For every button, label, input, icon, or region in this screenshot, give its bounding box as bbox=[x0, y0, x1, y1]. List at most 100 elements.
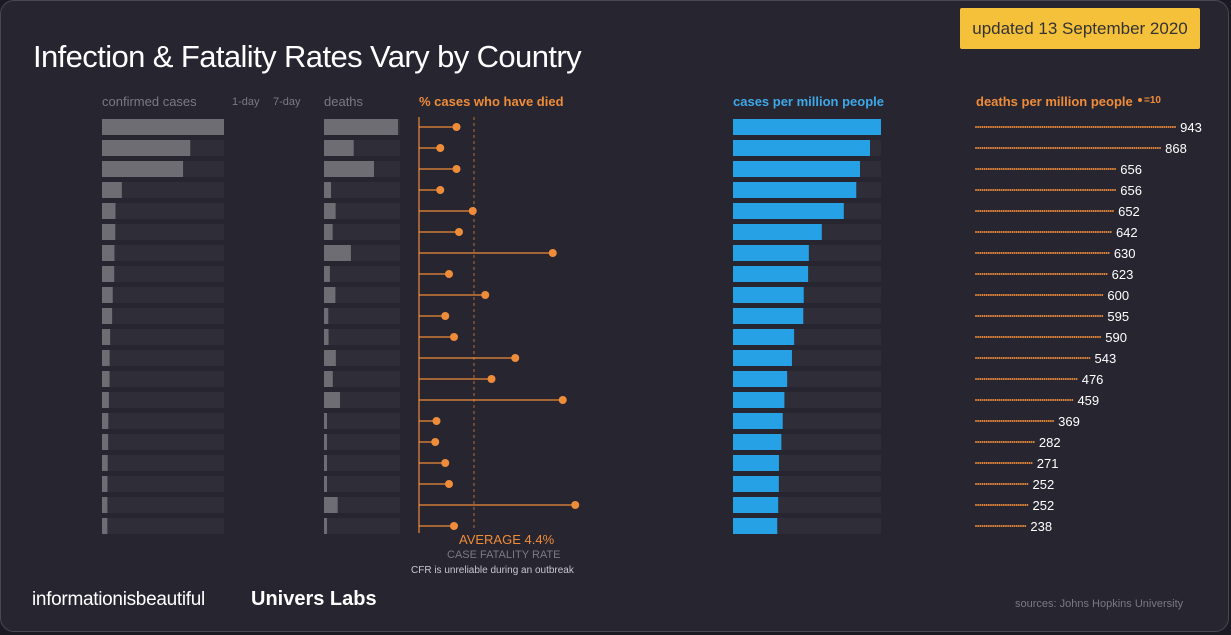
dpm-dot bbox=[975, 378, 977, 380]
dpm-dot bbox=[1009, 189, 1012, 191]
dpm-dot bbox=[1086, 273, 1089, 275]
dpm-dot bbox=[1019, 504, 1022, 506]
dpm-dot bbox=[1013, 126, 1016, 128]
deaths-band bbox=[324, 497, 400, 513]
dpm-dot bbox=[992, 126, 995, 128]
dpm-dot bbox=[1105, 147, 1108, 149]
dpm-dot bbox=[983, 420, 986, 422]
dpm-dot bbox=[1064, 378, 1067, 380]
dpm-dot bbox=[1075, 147, 1078, 149]
dpm-dot bbox=[1112, 210, 1114, 212]
dpm-dot bbox=[1086, 294, 1089, 296]
dpm-dot bbox=[985, 210, 988, 212]
deaths-bar bbox=[324, 329, 329, 345]
dpm-dot bbox=[983, 315, 986, 317]
dpm-dot bbox=[1005, 420, 1007, 422]
dpm-dot bbox=[983, 357, 986, 359]
dpm-dot bbox=[977, 294, 980, 296]
dpm-dot bbox=[1028, 147, 1031, 149]
dpm-dot bbox=[1019, 441, 1022, 443]
dpm-dot bbox=[979, 462, 982, 464]
dpm-dot bbox=[1015, 378, 1018, 380]
dpm-dot bbox=[996, 378, 999, 380]
dpm-dot bbox=[998, 336, 1001, 338]
dpm-dot bbox=[1165, 126, 1168, 128]
dpm-dot bbox=[1037, 210, 1040, 212]
dpm-dot bbox=[1017, 252, 1020, 254]
cpm-bar bbox=[733, 371, 788, 387]
dpm-dot bbox=[1064, 168, 1067, 170]
dpm-dot bbox=[1013, 252, 1016, 254]
dpm-dot bbox=[1047, 168, 1050, 170]
dpm-dot bbox=[1026, 210, 1029, 212]
dpm-dot bbox=[1073, 252, 1076, 254]
dpm-dot bbox=[977, 504, 980, 506]
dpm-dot bbox=[1015, 147, 1018, 149]
dpm-dot bbox=[990, 378, 992, 380]
dpm-dot bbox=[1002, 126, 1005, 128]
cfr-dot bbox=[487, 375, 496, 383]
dpm-dot bbox=[990, 252, 992, 254]
dpm-dot bbox=[1026, 504, 1029, 506]
dpm-dot bbox=[1097, 210, 1099, 212]
dpm-dot bbox=[1067, 210, 1069, 212]
dpm-dot bbox=[1049, 273, 1052, 275]
dpm-dot bbox=[996, 441, 999, 443]
dpm-dot bbox=[1005, 168, 1007, 170]
dpm-dot bbox=[1002, 294, 1005, 296]
dpm-dot bbox=[994, 378, 997, 380]
dpm-dot bbox=[1007, 294, 1010, 296]
dpm-dot bbox=[1030, 273, 1033, 275]
dpm-dot bbox=[1049, 147, 1052, 149]
dpm-dot bbox=[1047, 378, 1050, 380]
dpm-dot bbox=[1011, 525, 1014, 527]
dpm-dot bbox=[1019, 420, 1022, 422]
dpm-dot bbox=[985, 336, 988, 338]
deaths-band bbox=[324, 371, 400, 387]
dpm-dot bbox=[1034, 189, 1037, 191]
dpm-dot bbox=[998, 210, 1001, 212]
dpm-dot bbox=[1017, 315, 1020, 317]
dpm-dot bbox=[1007, 357, 1010, 359]
dpm-dot bbox=[1052, 126, 1054, 128]
dpm-dot bbox=[1007, 525, 1010, 527]
dpm-dot bbox=[1017, 189, 1020, 191]
dpm-dot bbox=[1028, 189, 1031, 191]
dpm-dot bbox=[1015, 399, 1018, 401]
dpm-dot bbox=[990, 420, 992, 422]
cpm-bar bbox=[733, 182, 857, 198]
dpm-dot bbox=[1015, 315, 1018, 317]
dpm-dot bbox=[1043, 294, 1046, 296]
dpm-dot bbox=[1064, 252, 1067, 254]
dpm-dot bbox=[1045, 315, 1048, 317]
dpm-dot bbox=[1139, 126, 1142, 128]
dpm-dot bbox=[1002, 483, 1005, 485]
dpm-dot bbox=[1090, 315, 1093, 317]
dpm-dot bbox=[990, 294, 992, 296]
cases-bar bbox=[102, 455, 108, 471]
dpm-dot bbox=[1000, 378, 1003, 380]
dpm-dot bbox=[1071, 294, 1074, 296]
dpm-dot bbox=[985, 168, 988, 170]
dpm-dot bbox=[1047, 315, 1050, 317]
dpm-dot bbox=[1007, 126, 1010, 128]
dpm-dot bbox=[975, 252, 977, 254]
dpm-dot bbox=[1090, 294, 1093, 296]
dpm-dot bbox=[1024, 252, 1027, 254]
dpm-dot bbox=[994, 315, 997, 317]
dpm-dot bbox=[1007, 483, 1010, 485]
dpm-dot bbox=[979, 294, 982, 296]
dpm-dot bbox=[979, 441, 982, 443]
dpm-dot bbox=[1019, 147, 1022, 149]
dpm-dot bbox=[1116, 126, 1119, 128]
dpm-dot bbox=[979, 483, 982, 485]
dpm-dot bbox=[1019, 315, 1022, 317]
dpm-dot bbox=[1034, 357, 1037, 359]
dpm-dot bbox=[1079, 210, 1082, 212]
dpm-dot bbox=[1028, 210, 1031, 212]
dpm-dot bbox=[985, 441, 988, 443]
deaths-bar bbox=[324, 392, 340, 408]
dpm-dot bbox=[1037, 252, 1040, 254]
dpm-dot bbox=[1034, 315, 1037, 317]
